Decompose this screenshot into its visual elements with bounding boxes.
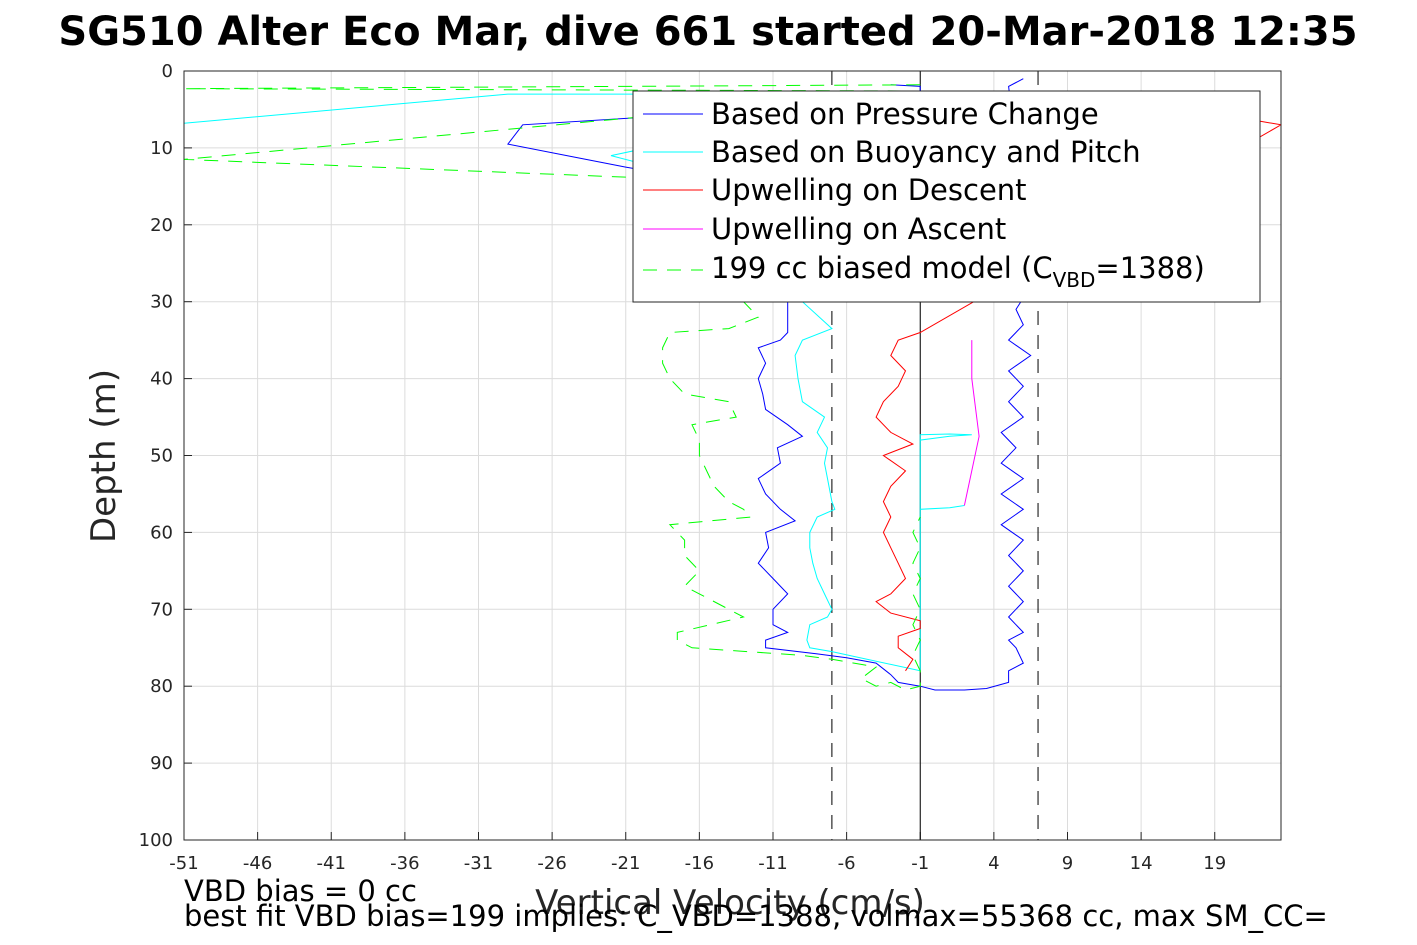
x-tick-label: -21 — [611, 853, 640, 874]
x-axis-label: Vertical Velocity (cm/s) — [535, 883, 925, 923]
x-tick-label: -41 — [317, 853, 346, 874]
x-tick-label: -16 — [685, 853, 714, 874]
y-tick-labels: 0 10 20 30 40 50 60 70 80 90 100 — [139, 61, 173, 851]
x-tick-label: -51 — [169, 853, 198, 874]
series-upwelling_descent — [875, 120, 1281, 672]
series-pressure — [507, 78, 1032, 691]
y-tick-label: 80 — [150, 676, 173, 697]
y-tick-label: 100 — [139, 830, 173, 851]
y-tick-label: 40 — [150, 369, 173, 390]
legend-box — [632, 90, 1261, 303]
legend-label-buoyancy: Based on Buoyancy and Pitch — [711, 135, 1141, 169]
legend-model-main: 199 cc biased model (C — [711, 251, 1053, 285]
series-model — [184, 84, 921, 691]
x-tick-label: -46 — [243, 853, 272, 874]
footer-best-fit: best fit VBD bias=199 implies: C_VBD=138… — [184, 899, 1328, 933]
y-tick-label: 60 — [150, 522, 173, 543]
chart-title: SG510 Alter Eco Mar, dive 661 started 20… — [58, 9, 1357, 55]
x-tick-label: 4 — [988, 853, 999, 874]
x-tick-labels: -51 -46 -41 -36 -31 -26 -21 -16 -11 -6 -1 4 9 14 19 — [169, 853, 1226, 874]
x-tick-label: 19 — [1203, 853, 1226, 874]
x-tick-label: -1 — [911, 853, 929, 874]
plot-frame — [183, 70, 1282, 841]
series-upwelling_ascent — [963, 340, 980, 506]
y-tick-label: 20 — [150, 215, 173, 236]
x-tick-label: -36 — [390, 853, 419, 874]
y-tick-label: 10 — [150, 138, 173, 159]
y-tick-label: 90 — [150, 753, 173, 774]
legend-model-end: =1388) — [1095, 251, 1204, 285]
legend-label-upwelling-descent: Upwelling on Descent — [711, 173, 1027, 207]
x-tick-label: -26 — [537, 853, 566, 874]
x-tick-label: -11 — [758, 853, 787, 874]
y-tick-label: 0 — [162, 61, 173, 82]
x-tick-label: 9 — [1062, 853, 1073, 874]
legend: Based on Pressure Change Based on Buoyan… — [632, 90, 1261, 303]
y-tick-label: 30 — [150, 292, 173, 313]
x-tick-label: 14 — [1130, 853, 1153, 874]
legend-label-pressure: Based on Pressure Change — [711, 97, 1099, 131]
y-tick-label: 70 — [150, 599, 173, 620]
legend-label-upwelling-ascent: Upwelling on Ascent — [711, 212, 1006, 246]
legend-model-subscript: VBD — [1053, 268, 1096, 292]
y-axis-label: Depth (m) — [84, 369, 124, 543]
x-tick-label: -6 — [838, 853, 856, 874]
legend-label-model: 199 cc biased model (CVBD=1388) — [711, 251, 1205, 292]
x-tick-label: -31 — [464, 853, 493, 874]
y-tick-label: 50 — [150, 446, 173, 467]
footer-vbd-bias: VBD bias = 0 cc — [184, 874, 417, 908]
